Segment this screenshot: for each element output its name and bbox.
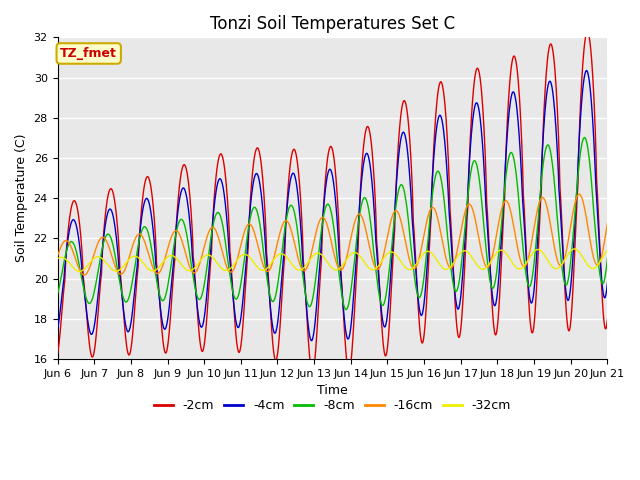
-16cm bbox=[54, 253, 61, 259]
-8cm bbox=[176, 217, 184, 223]
-32cm bbox=[604, 247, 611, 253]
-8cm bbox=[419, 287, 426, 293]
-4cm bbox=[604, 280, 611, 286]
-8cm bbox=[237, 278, 245, 284]
-16cm bbox=[419, 242, 426, 248]
-4cm bbox=[308, 338, 316, 344]
-2cm bbox=[163, 349, 170, 355]
-8cm bbox=[604, 255, 611, 261]
-4cm bbox=[419, 312, 426, 317]
-32cm bbox=[163, 255, 171, 261]
Y-axis label: Soil Temperature (C): Soil Temperature (C) bbox=[15, 134, 28, 263]
-4cm bbox=[176, 195, 184, 201]
-32cm bbox=[490, 253, 498, 259]
-16cm bbox=[539, 194, 547, 200]
Title: Tonzi Soil Temperatures Set C: Tonzi Soil Temperatures Set C bbox=[210, 15, 455, 33]
-2cm bbox=[176, 180, 184, 186]
-4cm bbox=[490, 302, 498, 308]
-32cm bbox=[54, 256, 61, 262]
-4cm bbox=[54, 327, 61, 333]
-4cm bbox=[237, 312, 245, 317]
-2cm bbox=[419, 340, 426, 346]
Line: -4cm: -4cm bbox=[58, 71, 607, 341]
-8cm bbox=[580, 134, 588, 140]
-4cm bbox=[539, 146, 547, 152]
-32cm bbox=[539, 250, 547, 255]
-2cm bbox=[539, 144, 547, 150]
-32cm bbox=[177, 260, 184, 266]
-16cm bbox=[575, 191, 583, 197]
-32cm bbox=[76, 268, 83, 274]
-8cm bbox=[54, 291, 61, 297]
-16cm bbox=[177, 233, 184, 239]
-2cm bbox=[237, 339, 245, 345]
X-axis label: Time: Time bbox=[317, 384, 348, 397]
-8cm bbox=[539, 167, 547, 173]
-2cm bbox=[490, 325, 498, 331]
-16cm bbox=[238, 239, 246, 244]
-32cm bbox=[419, 252, 426, 258]
-4cm bbox=[582, 68, 590, 73]
-32cm bbox=[238, 252, 246, 258]
-2cm bbox=[54, 351, 61, 357]
-8cm bbox=[490, 284, 498, 289]
Line: -8cm: -8cm bbox=[58, 137, 607, 310]
-2cm bbox=[604, 316, 611, 322]
-16cm bbox=[490, 246, 498, 252]
-2cm bbox=[584, 29, 591, 35]
-16cm bbox=[81, 272, 88, 278]
-4cm bbox=[163, 323, 170, 329]
-16cm bbox=[163, 249, 171, 255]
-8cm bbox=[342, 307, 350, 312]
Line: -16cm: -16cm bbox=[58, 194, 607, 275]
-8cm bbox=[163, 289, 170, 295]
-2cm bbox=[308, 369, 316, 375]
-16cm bbox=[604, 220, 611, 226]
Line: -2cm: -2cm bbox=[58, 32, 607, 372]
Line: -32cm: -32cm bbox=[58, 249, 607, 271]
-32cm bbox=[571, 246, 579, 252]
Legend: -2cm, -4cm, -8cm, -16cm, -32cm: -2cm, -4cm, -8cm, -16cm, -32cm bbox=[149, 394, 516, 417]
Text: TZ_fmet: TZ_fmet bbox=[60, 47, 117, 60]
